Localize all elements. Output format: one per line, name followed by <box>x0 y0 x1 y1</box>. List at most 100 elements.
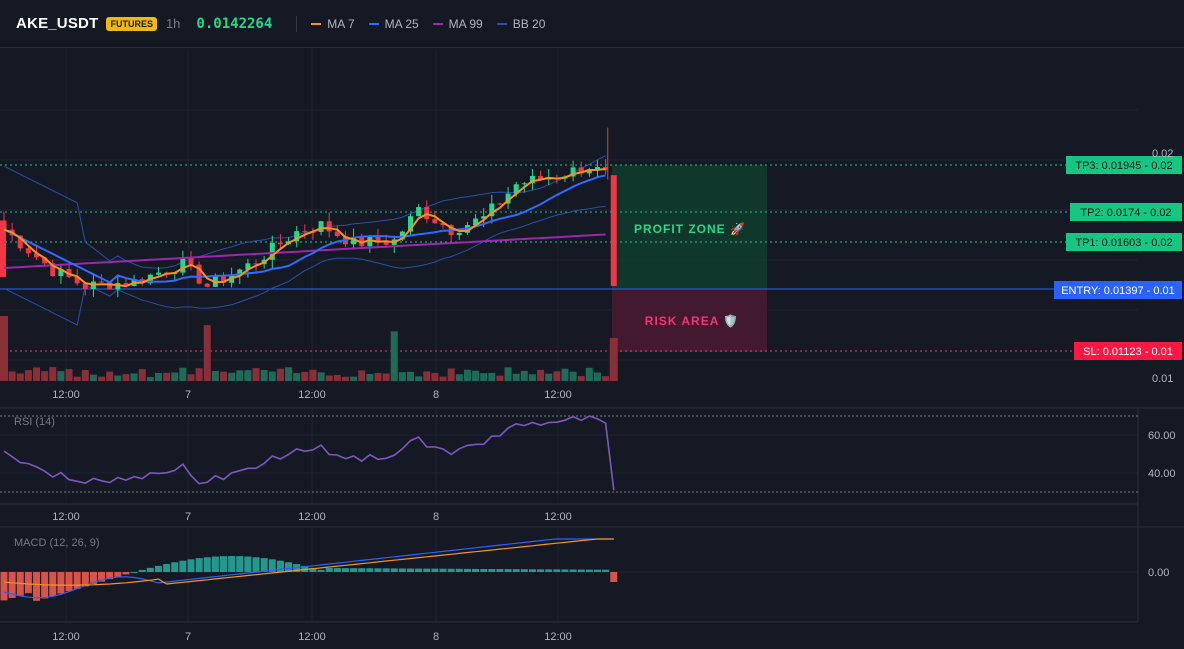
macd-hist-bar <box>528 569 536 572</box>
time-tick: 12:00 <box>298 631 326 643</box>
tp3-label[interactable]: TP3: 0.01945 - 0.02 <box>1066 156 1182 174</box>
candle-body[interactable] <box>155 272 161 275</box>
candle-body[interactable] <box>180 257 186 273</box>
candle-body[interactable] <box>115 283 121 290</box>
candle-body[interactable] <box>107 282 113 290</box>
macd-hist-bar <box>276 560 284 572</box>
candle-body[interactable] <box>456 232 462 236</box>
candle-body[interactable] <box>318 221 324 232</box>
candle-body[interactable] <box>367 236 373 247</box>
candle-body[interactable] <box>99 281 105 283</box>
candle-body[interactable] <box>294 231 300 242</box>
candle-body[interactable] <box>221 276 227 283</box>
candle-body[interactable] <box>34 253 40 258</box>
candle-body[interactable] <box>432 219 438 224</box>
macd-signal-line <box>3 538 614 586</box>
candle-body[interactable] <box>17 235 23 249</box>
candle-body[interactable] <box>82 283 88 289</box>
candle-body[interactable] <box>74 276 80 284</box>
candle-body[interactable] <box>505 193 511 204</box>
macd-hist-bar <box>480 568 488 572</box>
candle-body[interactable] <box>42 257 48 264</box>
volume-bar <box>350 376 358 381</box>
candle-body[interactable] <box>538 176 544 180</box>
volume-bar <box>472 370 480 381</box>
candle-body[interactable] <box>399 231 405 240</box>
macd-hist-bar <box>577 569 585 572</box>
candle-body[interactable] <box>245 263 251 270</box>
candle-body[interactable] <box>351 237 357 245</box>
legend-ma7[interactable]: MA 7 <box>311 17 355 31</box>
candle-body[interactable] <box>497 203 503 205</box>
time-tick: 12:00 <box>52 631 80 643</box>
risk-zone[interactable] <box>612 290 767 352</box>
legend-ma25[interactable]: MA 25 <box>368 17 419 31</box>
symbol-title[interactable]: AKE_USDT <box>16 15 99 32</box>
interval-selector[interactable]: 1h <box>165 16 181 31</box>
candle-body[interactable] <box>383 242 389 245</box>
time-tick: 12:00 <box>298 511 326 523</box>
candle-body[interactable] <box>416 207 422 217</box>
ma25-line <box>3 174 606 284</box>
macd-hist-bar <box>285 562 293 572</box>
candle-body[interactable] <box>123 283 129 286</box>
candle-body[interactable] <box>253 263 259 265</box>
volume-bar <box>545 373 553 381</box>
sl-label[interactable]: SL: 0.01123 - 0.01 <box>1074 342 1182 360</box>
tp1-label-text: TP1: 0.01603 - 0.02 <box>1075 237 1172 249</box>
candle-body[interactable] <box>326 221 332 232</box>
macd-hist-bar <box>228 556 236 572</box>
macd-tick-zero: 0.00 <box>1148 567 1169 579</box>
volume-bar <box>73 376 81 381</box>
candle-body[interactable] <box>489 203 495 217</box>
candle-body[interactable] <box>25 248 31 254</box>
candle-body[interactable] <box>529 176 535 184</box>
candle-body[interactable] <box>0 220 6 278</box>
candle-body[interactable] <box>570 167 576 177</box>
macd-hist-bar <box>49 572 57 596</box>
profit-zone[interactable] <box>612 165 767 290</box>
candle-body[interactable] <box>578 167 584 174</box>
candle-body[interactable] <box>440 223 446 226</box>
candle-body[interactable] <box>237 269 243 276</box>
volume-bar <box>325 375 333 381</box>
candle-body[interactable] <box>204 283 210 287</box>
candle-body[interactable] <box>513 184 519 194</box>
macd-hist-bar <box>309 567 317 572</box>
candle-body[interactable] <box>610 175 617 287</box>
candle-body[interactable] <box>473 218 479 226</box>
macd-hist-bar <box>163 564 171 572</box>
candle-body[interactable] <box>188 257 194 265</box>
legend-ma99[interactable]: MA 99 <box>432 17 483 31</box>
candle-body[interactable] <box>408 216 413 232</box>
macd-hist-bar <box>0 572 8 601</box>
candle-body[interactable] <box>521 183 527 185</box>
legend-bb20[interactable]: BB 20 <box>496 17 545 31</box>
candle-body[interactable] <box>229 275 235 283</box>
candle-body[interactable] <box>375 236 381 243</box>
macd-hist-bar <box>415 568 423 572</box>
tp1-label[interactable]: TP1: 0.01603 - 0.02 <box>1066 233 1182 251</box>
candle-body[interactable] <box>302 231 308 233</box>
candle-body[interactable] <box>586 169 592 174</box>
candle-body[interactable] <box>277 242 283 245</box>
macd-hist-bar <box>65 572 73 592</box>
candle-body[interactable] <box>58 269 64 276</box>
tp2-label[interactable]: TP2: 0.0174 - 0.02 <box>1070 203 1182 221</box>
candle-body[interactable] <box>196 264 202 284</box>
macd-hist-bar <box>398 568 406 572</box>
candle-body[interactable] <box>334 231 340 237</box>
tp2-label-text: TP2: 0.0174 - 0.02 <box>1080 207 1171 219</box>
candle-body[interactable] <box>50 263 56 276</box>
volume-bar <box>203 325 211 381</box>
macd-hist-bar <box>447 568 455 572</box>
entry-label[interactable]: ENTRY: 0.01397 - 0.01 <box>1054 281 1182 299</box>
volume-bar <box>146 376 154 381</box>
candle-body[interactable] <box>594 167 600 170</box>
macd-hist-bar <box>211 556 219 572</box>
macd-hist-bar <box>89 572 97 584</box>
candle-body[interactable] <box>603 167 609 171</box>
candle-body[interactable] <box>481 216 487 219</box>
candle-body[interactable] <box>269 242 275 260</box>
